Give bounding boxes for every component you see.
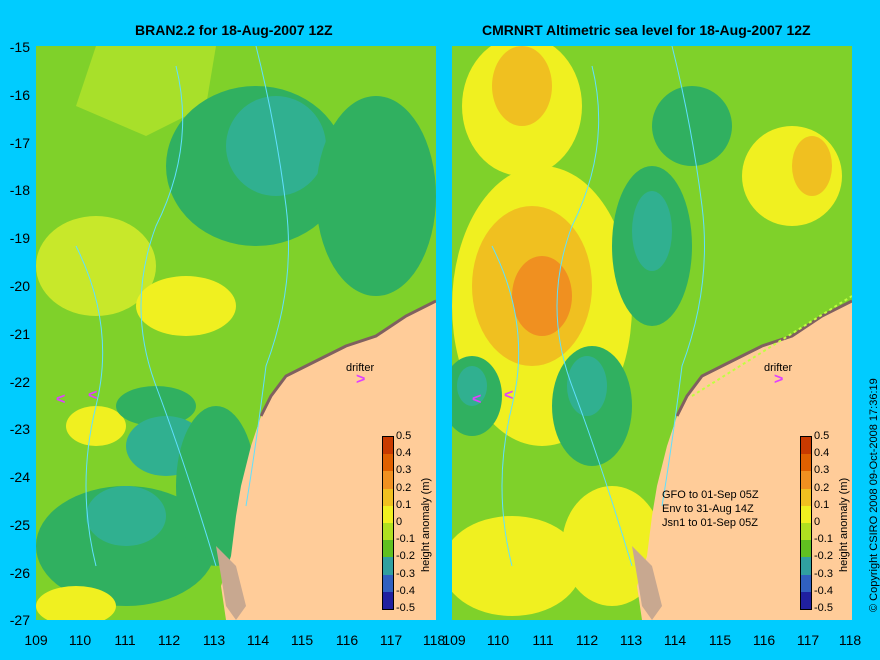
x-tick-label: 112 (157, 632, 181, 648)
missions-info: GFO to 01-Sep 05Z Env to 31-Aug 14Z Jsn1… (662, 488, 759, 530)
x-tick-label: 117 (379, 632, 403, 648)
mission-line: Jsn1 to 01-Sep 05Z (662, 517, 759, 529)
colorbar-label: -0.4 (396, 584, 415, 597)
right-panel-title: CMRNRT Altimetric sea level for 18-Aug-2… (482, 22, 811, 38)
x-tick-label: 117 (796, 632, 820, 648)
x-tick-label: 113 (202, 632, 226, 648)
colorbar-segment (383, 437, 393, 455)
colorbar-segment (801, 471, 811, 490)
colorbar-label: 0.5 (396, 430, 412, 442)
colorbar-label: 0.2 (814, 481, 830, 494)
colorbar-segment (801, 591, 811, 610)
right-colorbar-title: height anomaly (m) (838, 477, 850, 572)
colorbar-segment (801, 523, 811, 541)
left-map-svg (36, 46, 436, 620)
colorbar-segment (383, 523, 393, 541)
y-tick-label: -17 (9, 135, 30, 151)
colorbar-segment (801, 505, 811, 524)
x-tick-label: 118 (838, 632, 862, 648)
x-tick-label: 109 (24, 632, 48, 648)
y-tick-label: -20 (9, 278, 30, 294)
colorbar-segment (801, 540, 811, 558)
right-map-panel (452, 46, 852, 620)
x-tick-label: 116 (335, 632, 359, 648)
y-tick-label: -27 (9, 612, 30, 628)
colorbar-segment (383, 454, 393, 472)
colorbar-label: 0.5 (814, 430, 830, 442)
colorbar-segment (801, 557, 811, 576)
x-tick-label: 111 (114, 632, 136, 648)
colorbar-label: 0 (814, 516, 821, 528)
y-tick-label: -16 (9, 87, 30, 103)
y-tick-label: -22 (9, 374, 30, 390)
colorbar-segment (801, 454, 811, 472)
y-tick-label: -25 (9, 517, 30, 533)
mission-line: Env to 31-Aug 14Z (662, 503, 754, 515)
right-drifter-arrow-icon: < (472, 391, 482, 408)
left-drifter-label: drifter (346, 362, 375, 374)
x-tick-label: 111 (532, 632, 554, 648)
x-tick-label: 112 (575, 632, 599, 648)
right-colorbar (800, 436, 812, 610)
y-tick-label: -23 (9, 421, 30, 437)
colorbar-segment (383, 505, 393, 524)
x-tick-label: 115 (708, 632, 732, 648)
right-drifter-arrow-icon: > (774, 371, 784, 388)
y-tick-label: -18 (9, 182, 30, 198)
colorbar-label: 0.1 (396, 498, 412, 511)
colorbar-segment (383, 557, 393, 576)
x-tick-label: 109 (442, 632, 466, 648)
colorbar-segment (801, 574, 811, 593)
y-tick-label: -26 (9, 565, 30, 581)
left-colorbar (382, 436, 394, 610)
colorbar-segment (383, 574, 393, 593)
colorbar-label: 0.4 (814, 447, 830, 460)
mission-line: GFO to 01-Sep 05Z (662, 489, 759, 501)
y-tick-label: -24 (9, 469, 30, 485)
x-tick-label: 110 (68, 632, 92, 648)
colorbar-label: -0.5 (396, 602, 415, 614)
colorbar-label: -0.1 (814, 533, 833, 546)
left-drifter-arrow-icon: > (356, 371, 366, 388)
colorbar-segment (801, 488, 811, 507)
colorbar-label: 0.1 (814, 498, 830, 511)
left-colorbar-title: height anomaly (m) (420, 477, 432, 572)
left-map-panel (36, 46, 436, 620)
colorbar-label: -0.1 (396, 533, 415, 546)
right-map-svg (452, 46, 852, 620)
x-tick-label: 114 (246, 632, 270, 648)
right-drifter-label: drifter (764, 362, 793, 374)
colorbar-segment (383, 471, 393, 490)
x-tick-label: 114 (663, 632, 687, 648)
colorbar-segment (801, 437, 811, 455)
colorbar-segment (383, 488, 393, 507)
x-tick-label: 110 (486, 632, 510, 648)
colorbar-label: 0.2 (396, 481, 412, 494)
x-tick-label: 118 (422, 632, 446, 648)
right-drifter-arrow-icon: < (504, 387, 514, 404)
left-panel-title: BRAN2.2 for 18-Aug-2007 12Z (135, 22, 333, 38)
colorbar-segment (383, 540, 393, 558)
colorbar-label: 0.4 (396, 447, 412, 460)
colorbar-label: -0.3 (814, 567, 833, 580)
x-tick-label: 116 (752, 632, 776, 648)
y-tick-label: -15 (9, 39, 30, 55)
y-tick-label: -19 (9, 230, 30, 246)
colorbar-label: -0.2 (814, 550, 833, 563)
colorbar-label: -0.5 (814, 602, 833, 614)
colorbar-label: -0.2 (396, 550, 415, 563)
colorbar-label: -0.4 (814, 584, 833, 597)
colorbar-label: 0 (396, 516, 403, 528)
left-drifter-arrow-icon: < (88, 387, 98, 404)
colorbar-label: -0.3 (396, 567, 415, 580)
x-tick-label: 115 (290, 632, 314, 648)
colorbar-label: 0.3 (814, 464, 830, 477)
colorbar-segment (383, 591, 393, 610)
left-drifter-arrow-icon: < (56, 391, 66, 408)
x-tick-label: 113 (619, 632, 643, 648)
colorbar-label: 0.3 (396, 464, 412, 477)
y-tick-label: -21 (9, 326, 30, 342)
copyright-text: © Copyright CSIRO 2008 09-Oct-2008 17:36… (868, 378, 880, 612)
